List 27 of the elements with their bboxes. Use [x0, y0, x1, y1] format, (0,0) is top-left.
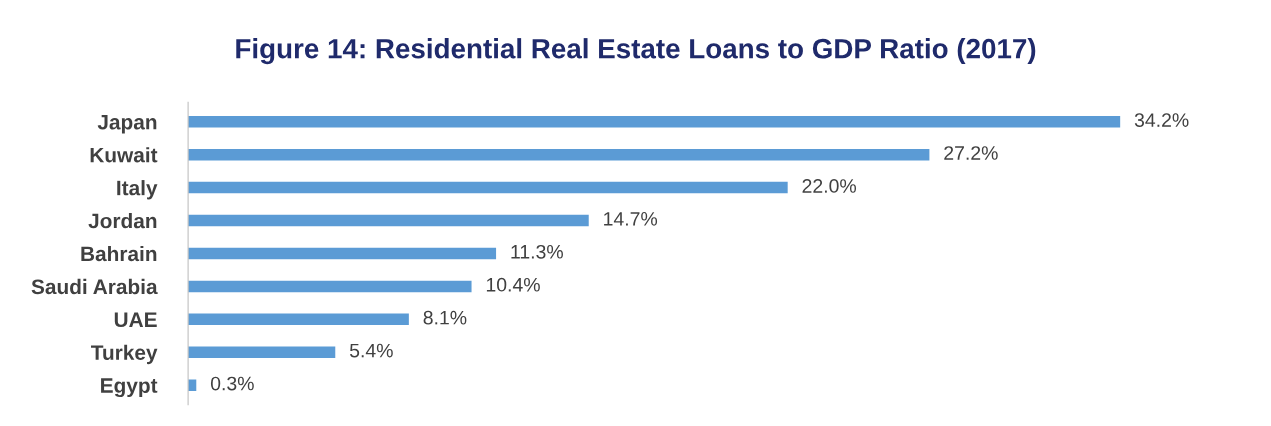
bar [188, 115, 1121, 128]
bar [188, 280, 472, 293]
y-tick-label: Italy [117, 180, 158, 200]
y-tick-label: Kuwait [90, 147, 158, 163]
data-label: 34.2% [1134, 113, 1189, 127]
y-tick-label: Saudi Arabia [31, 278, 158, 295]
data-label: 8.1% [423, 310, 467, 325]
y-tick-label: UAE [114, 312, 157, 328]
y-tick-label: Bahrain [81, 245, 157, 262]
y-tick-label: Japan [97, 114, 157, 134]
y-tick-label: Jordan [88, 212, 157, 229]
bar [188, 313, 409, 326]
bar [188, 214, 589, 227]
data-label: 0.3% [210, 376, 254, 391]
data-label: 22.0% [802, 179, 857, 193]
data-label: 14.7% [604, 212, 658, 226]
y-tick-label: Turkey [91, 344, 158, 365]
data-label: 10.4% [486, 277, 540, 292]
data-label: 5.4% [349, 343, 393, 358]
bar [188, 247, 497, 260]
chart-title: Figure 14: Residential Real Estate Loans to GDP Ratio (2017) [236, 38, 1036, 65]
data-label: 27.2% [944, 146, 998, 160]
data-label: 11.3% [511, 244, 563, 259]
bar [188, 181, 788, 194]
y-tick-label: Egypt [101, 378, 158, 398]
bar [188, 346, 336, 359]
bar [188, 148, 930, 161]
